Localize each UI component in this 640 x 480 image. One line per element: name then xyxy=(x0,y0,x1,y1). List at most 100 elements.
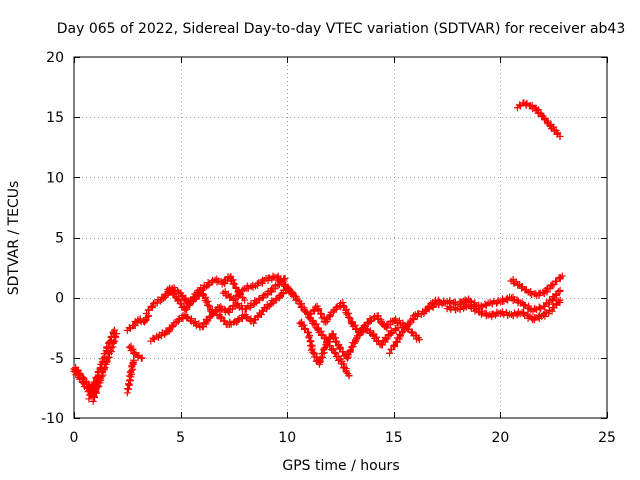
data-point xyxy=(259,307,267,315)
data-point xyxy=(130,356,138,364)
data-point xyxy=(289,289,297,297)
data-point xyxy=(307,310,315,318)
data-point xyxy=(174,296,182,304)
data-point xyxy=(242,313,250,321)
data-point xyxy=(477,310,485,318)
data-point xyxy=(315,306,323,314)
data-point xyxy=(186,301,194,309)
data-point xyxy=(257,310,265,318)
data-point xyxy=(353,335,361,343)
data-point xyxy=(331,349,339,357)
x-tick-label: 25 xyxy=(598,430,616,446)
data-point xyxy=(456,305,464,313)
data-point xyxy=(145,306,153,314)
data-point xyxy=(138,354,146,362)
data-point xyxy=(556,286,564,294)
data-point xyxy=(346,347,354,355)
data-point xyxy=(556,296,564,304)
data-point xyxy=(339,299,347,307)
data-point xyxy=(336,344,344,352)
data-point xyxy=(527,287,535,295)
data-point xyxy=(341,363,349,371)
data-point xyxy=(540,115,548,123)
data-point xyxy=(125,343,133,351)
data-point xyxy=(300,321,308,329)
data-point xyxy=(556,132,564,140)
x-tick-label: 15 xyxy=(385,430,403,446)
data-marks xyxy=(70,99,566,405)
data-point xyxy=(345,372,353,380)
y-tick-label: -5 xyxy=(50,351,64,367)
data-point xyxy=(548,307,556,315)
data-point xyxy=(169,322,177,330)
data-point xyxy=(386,349,394,357)
data-point xyxy=(241,296,249,304)
data-point xyxy=(157,332,165,340)
data-point xyxy=(438,300,446,308)
y-axis-label: SDTVAR / TECUs xyxy=(6,181,22,296)
y-tick-label: 0 xyxy=(55,291,64,307)
data-point xyxy=(285,284,293,292)
data-point xyxy=(305,333,313,341)
data-point xyxy=(520,308,528,316)
data-point xyxy=(546,285,554,293)
data-point xyxy=(183,313,191,321)
data-point xyxy=(213,278,221,286)
data-point xyxy=(156,297,164,305)
data-point xyxy=(251,297,259,305)
data-point xyxy=(129,345,137,353)
data-point xyxy=(169,291,177,299)
data-point xyxy=(89,397,97,405)
data-point xyxy=(98,372,106,380)
data-point xyxy=(100,364,108,372)
data-point xyxy=(350,339,358,347)
data-point xyxy=(520,300,528,308)
data-point xyxy=(346,314,354,322)
data-point xyxy=(549,293,557,301)
data-point xyxy=(110,338,118,346)
data-point xyxy=(513,311,521,319)
data-point xyxy=(319,331,327,339)
data-point xyxy=(518,284,526,292)
data-point xyxy=(541,302,549,310)
data-point xyxy=(481,300,489,308)
data-point xyxy=(242,305,250,313)
data-point xyxy=(131,349,139,357)
x-tick-label: 10 xyxy=(278,430,296,446)
y-tick-label: 15 xyxy=(46,110,64,126)
y-tick-label: 10 xyxy=(46,170,64,186)
data-point xyxy=(178,291,186,299)
data-point xyxy=(292,296,300,304)
data-point xyxy=(408,328,416,336)
y-tick-label: 5 xyxy=(55,231,64,247)
data-point xyxy=(325,334,333,342)
data-point xyxy=(268,297,276,305)
chart-title: Day 065 of 2022, Sidereal Day-to-day VTE… xyxy=(57,21,626,37)
data-point xyxy=(205,302,213,310)
data-point xyxy=(326,312,334,320)
data-point xyxy=(383,335,391,343)
data-point xyxy=(113,330,121,338)
data-point xyxy=(198,287,206,295)
axis-ticks: 0 5 10 15 20 25 -10 -5 0 5 10 15 20 xyxy=(41,50,616,446)
data-point xyxy=(231,280,239,288)
y-tick-label: -10 xyxy=(41,411,64,427)
data-point xyxy=(111,326,119,334)
data-point xyxy=(415,336,423,344)
data-point xyxy=(153,299,161,307)
y-tick-label: 20 xyxy=(46,50,64,66)
x-tick-label: 5 xyxy=(176,430,185,446)
data-point xyxy=(547,282,555,290)
data-point xyxy=(558,272,566,280)
data-point xyxy=(250,319,258,327)
data-point xyxy=(309,348,317,356)
plot-frame xyxy=(73,56,608,419)
x-tick-label: 0 xyxy=(70,430,79,446)
data-point xyxy=(387,327,395,335)
data-point xyxy=(235,288,243,296)
data-point xyxy=(85,395,93,403)
x-axis-label: GPS time / hours xyxy=(282,458,399,474)
data-point xyxy=(221,317,229,325)
data-point xyxy=(319,349,327,357)
